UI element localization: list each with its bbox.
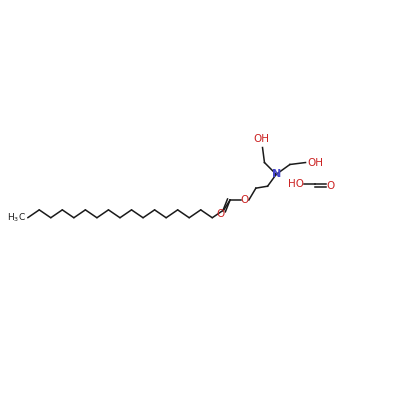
Text: O: O	[216, 209, 224, 219]
Text: OH: OH	[254, 134, 270, 144]
Text: O: O	[326, 181, 334, 191]
Text: O: O	[241, 195, 249, 205]
Text: N: N	[272, 169, 281, 179]
Text: HO: HO	[288, 179, 304, 189]
Text: H$_3$C: H$_3$C	[7, 212, 26, 224]
Text: OH: OH	[308, 158, 324, 168]
